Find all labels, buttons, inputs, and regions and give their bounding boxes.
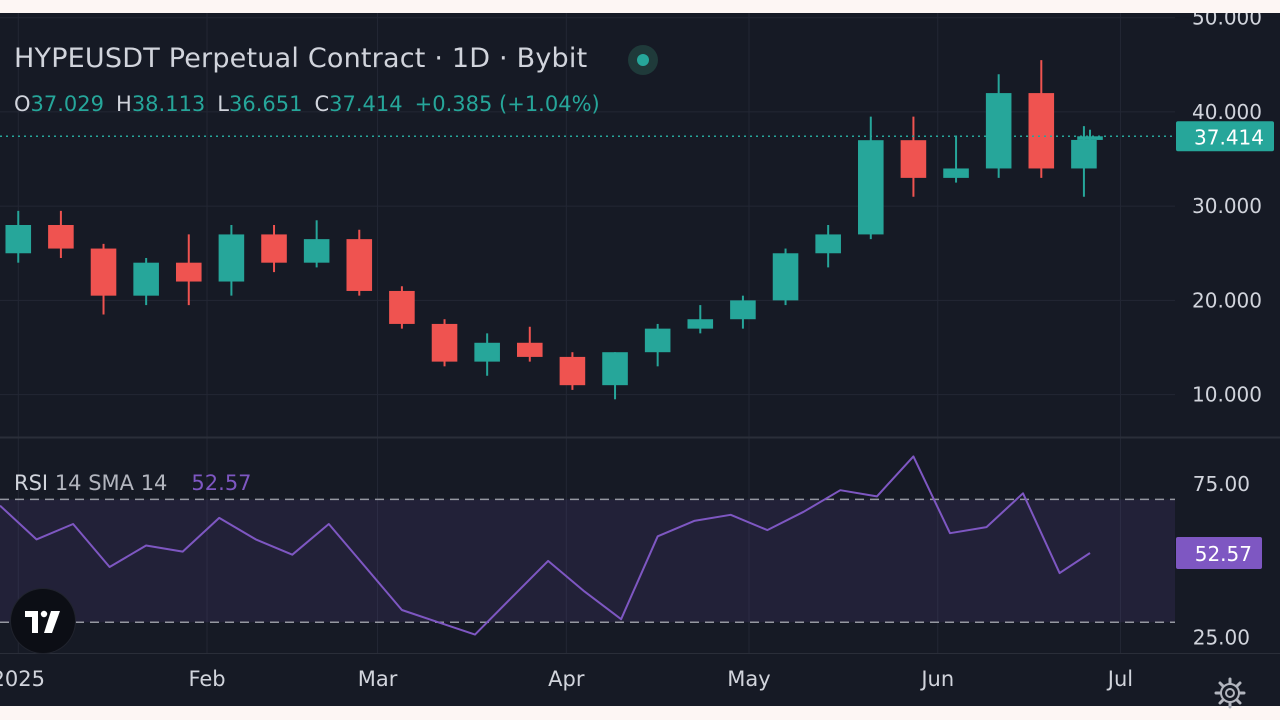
candle-body (985, 93, 1012, 169)
candle-body (858, 140, 884, 235)
close-value: 37.414 (329, 92, 403, 116)
candle-body (687, 319, 714, 329)
chart-canvas[interactable]: 2025 Feb Mar Apr May Jun Jul 10.000 20.000 30.000… (0, 13, 1280, 706)
candle-body (90, 248, 117, 296)
symbol-title[interactable]: HYPEUSDT Perpetual Contract · 1D · Bybit (14, 43, 588, 74)
low-value: 36.651 (229, 92, 303, 116)
rsi-line (0, 455, 1091, 636)
candle-body (1028, 93, 1055, 169)
x-tick-label: 2025 (0, 667, 45, 691)
rsi-legend-value: 52.57 (191, 471, 252, 495)
rsi-band (0, 499, 1175, 623)
y-tick-label: 20.000 (1192, 288, 1262, 312)
candle-body (559, 356, 586, 386)
candle-body (815, 234, 841, 254)
rsi-tick-label: 75.00 (1193, 472, 1250, 496)
candle-body (1071, 139, 1097, 169)
low-label: L (217, 92, 229, 116)
candle-body (5, 225, 32, 254)
candle-body (474, 342, 500, 362)
x-tick-label: May (727, 667, 770, 691)
live-status-dot-icon (628, 45, 658, 75)
y-tick-label: 10.000 (1192, 383, 1262, 407)
candle-body (431, 323, 458, 362)
rsi-tick-label: 25.00 (1193, 626, 1250, 650)
candle-body (389, 290, 415, 324)
rsi-params: 14 SMA 14 (54, 471, 168, 495)
candle-body (303, 239, 330, 263)
candle-body (218, 234, 245, 282)
last-price-label: 37.414 (1194, 125, 1264, 149)
candle-body (48, 225, 74, 249)
high-label: H (116, 92, 132, 116)
ohlc-legend: O37.029 H38.113 L36.651 C37.414 +0.385 (+1.0… (14, 92, 600, 116)
candle-body (261, 234, 287, 263)
close-label: C (314, 92, 330, 116)
candle-body (772, 253, 799, 301)
candle-body (1077, 136, 1103, 140)
x-tick-label: Feb (188, 667, 225, 691)
rsi-value-label: 52.57 (1195, 542, 1252, 566)
x-tick-label: Apr (548, 667, 585, 691)
chart-stage[interactable]: 2025 Feb Mar Apr May Jun Jul 10.000 20.000 30.000… (0, 13, 1280, 709)
x-tick-label: Mar (358, 667, 398, 691)
y-tick-label: 30.000 (1192, 194, 1262, 218)
rsi-value-tag (1176, 536, 1262, 569)
candle-body (943, 168, 969, 178)
candle-body (133, 262, 159, 296)
open-value: 37.029 (30, 92, 105, 116)
candle-body (644, 328, 671, 353)
candle-body (516, 342, 543, 357)
candle-body (346, 239, 373, 291)
gear-icon[interactable] (1212, 675, 1248, 711)
y-tick-label: 50.000 (1192, 13, 1262, 30)
candle-body (602, 352, 628, 386)
last-price-tag (1176, 121, 1274, 152)
x-tick-label: Jul (1106, 667, 1133, 691)
open-label: O (14, 92, 31, 116)
tradingview-logo-icon[interactable] (11, 589, 75, 653)
candle-body (175, 262, 202, 282)
rsi-name: RSI (14, 471, 49, 495)
rsi-legend[interactable]: RSI 14 SMA 14 52.57 (14, 471, 252, 495)
candle-body (900, 140, 927, 178)
change-value: +0.385 (+1.04%) (414, 92, 600, 116)
candle-body (730, 300, 756, 320)
high-value: 38.113 (131, 92, 206, 116)
y-tick-label: 40.000 (1192, 100, 1262, 124)
x-tick-label: Jun (919, 667, 954, 691)
